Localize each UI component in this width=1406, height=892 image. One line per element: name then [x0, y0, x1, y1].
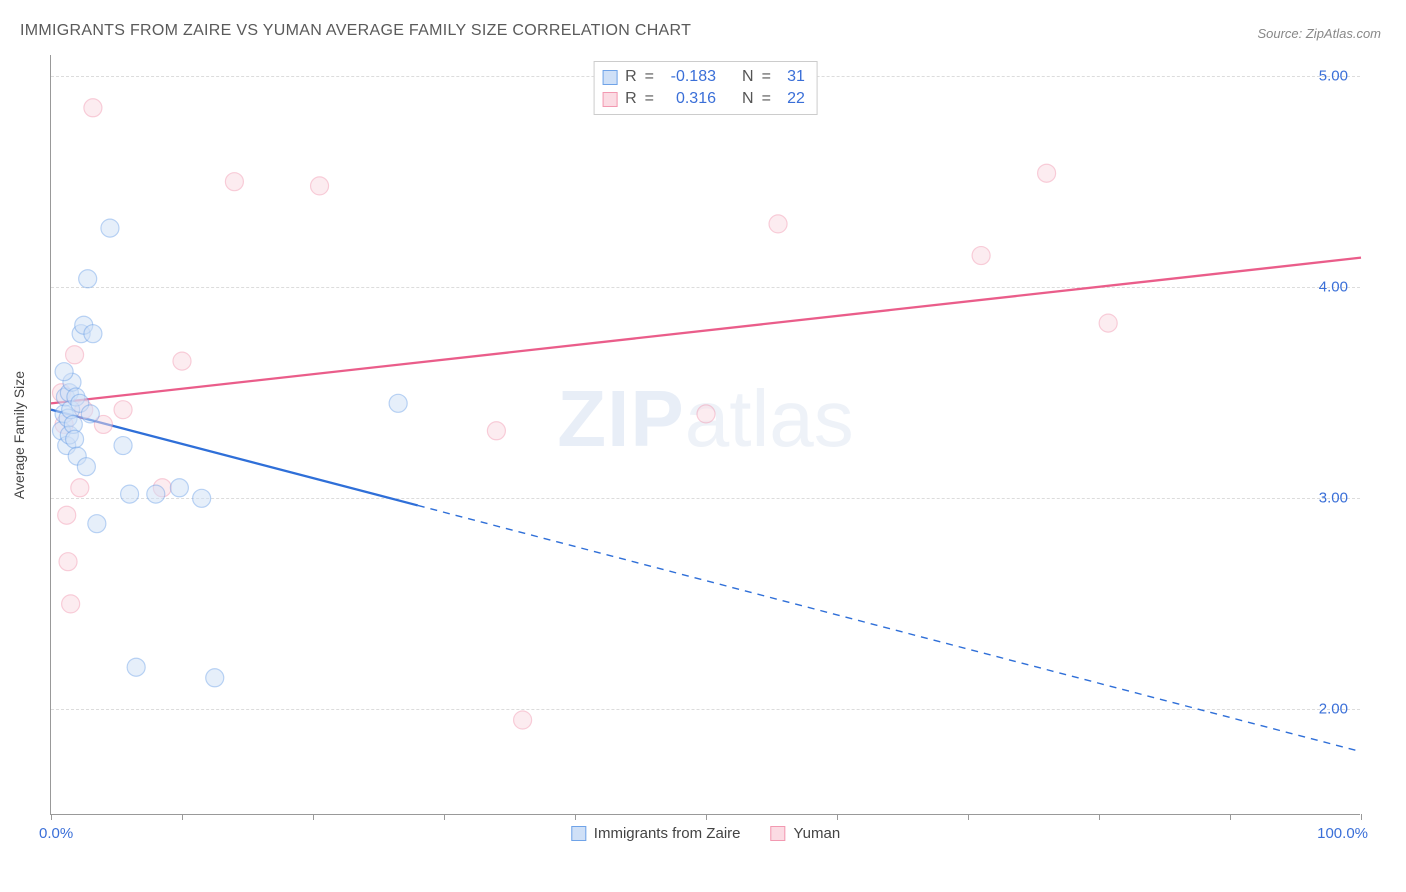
data-point-yuman	[311, 177, 329, 195]
data-point-yuman	[514, 711, 532, 729]
data-point-zaire	[79, 270, 97, 288]
data-point-yuman	[1038, 164, 1056, 182]
data-point-zaire	[193, 489, 211, 507]
data-point-zaire	[84, 325, 102, 343]
data-point-yuman	[697, 405, 715, 423]
data-point-zaire	[55, 363, 73, 381]
eq-sign: =	[762, 88, 771, 110]
r-label: R	[625, 66, 637, 88]
data-point-yuman	[1099, 314, 1117, 332]
swatch-zaire	[571, 826, 586, 841]
data-point-yuman	[173, 352, 191, 370]
data-point-zaire	[81, 405, 99, 423]
x-axis-max-label: 100.0%	[1317, 825, 1368, 842]
bottom-legend: Immigrants from Zaire Yuman	[571, 825, 840, 842]
data-point-zaire	[147, 485, 165, 503]
stats-row-zaire: R = -0.183 N = 31	[602, 66, 805, 88]
data-point-yuman	[62, 595, 80, 613]
eq-sign: =	[645, 66, 654, 88]
data-point-yuman	[58, 506, 76, 524]
data-point-zaire	[101, 219, 119, 237]
x-axis-min-label: 0.0%	[39, 825, 73, 842]
data-point-zaire	[121, 485, 139, 503]
chart-title: IMMIGRANTS FROM ZAIRE VS YUMAN AVERAGE F…	[20, 22, 691, 40]
data-point-yuman	[71, 479, 89, 497]
data-point-yuman	[769, 215, 787, 233]
data-point-zaire	[389, 394, 407, 412]
data-point-yuman	[225, 173, 243, 191]
data-point-yuman	[487, 422, 505, 440]
eq-sign: =	[645, 88, 654, 110]
n-label: N	[742, 66, 754, 88]
r-value-yuman: 0.316	[662, 88, 716, 110]
data-point-yuman	[59, 553, 77, 571]
data-point-zaire	[88, 515, 106, 533]
data-point-yuman	[84, 99, 102, 117]
plot-area: ZIPatlas 2.003.004.005.00 Average Family…	[50, 55, 1360, 815]
data-point-zaire	[114, 437, 132, 455]
swatch-yuman	[602, 92, 617, 107]
source-label: Source: ZipAtlas.com	[1257, 26, 1381, 41]
data-point-yuman	[66, 346, 84, 364]
r-value-zaire: -0.183	[662, 66, 716, 88]
eq-sign: =	[762, 66, 771, 88]
data-point-yuman	[972, 247, 990, 265]
legend-label-yuman: Yuman	[794, 825, 841, 842]
legend-label-zaire: Immigrants from Zaire	[594, 825, 741, 842]
stats-row-yuman: R = 0.316 N = 22	[602, 88, 805, 110]
legend-item-yuman: Yuman	[771, 825, 841, 842]
chart-svg	[51, 55, 1360, 814]
y-axis-title: Average Family Size	[11, 370, 27, 498]
data-point-zaire	[66, 430, 84, 448]
data-point-zaire	[170, 479, 188, 497]
legend-item-zaire: Immigrants from Zaire	[571, 825, 741, 842]
swatch-yuman	[771, 826, 786, 841]
data-point-zaire	[127, 658, 145, 676]
swatch-zaire	[602, 70, 617, 85]
n-value-zaire: 31	[779, 66, 805, 88]
data-point-zaire	[77, 458, 95, 476]
stats-box: R = -0.183 N = 31 R = 0.316 N = 22	[593, 61, 818, 115]
data-point-zaire	[206, 669, 224, 687]
n-label: N	[742, 88, 754, 110]
data-point-yuman	[114, 401, 132, 419]
n-value-yuman: 22	[779, 88, 805, 110]
r-label: R	[625, 88, 637, 110]
